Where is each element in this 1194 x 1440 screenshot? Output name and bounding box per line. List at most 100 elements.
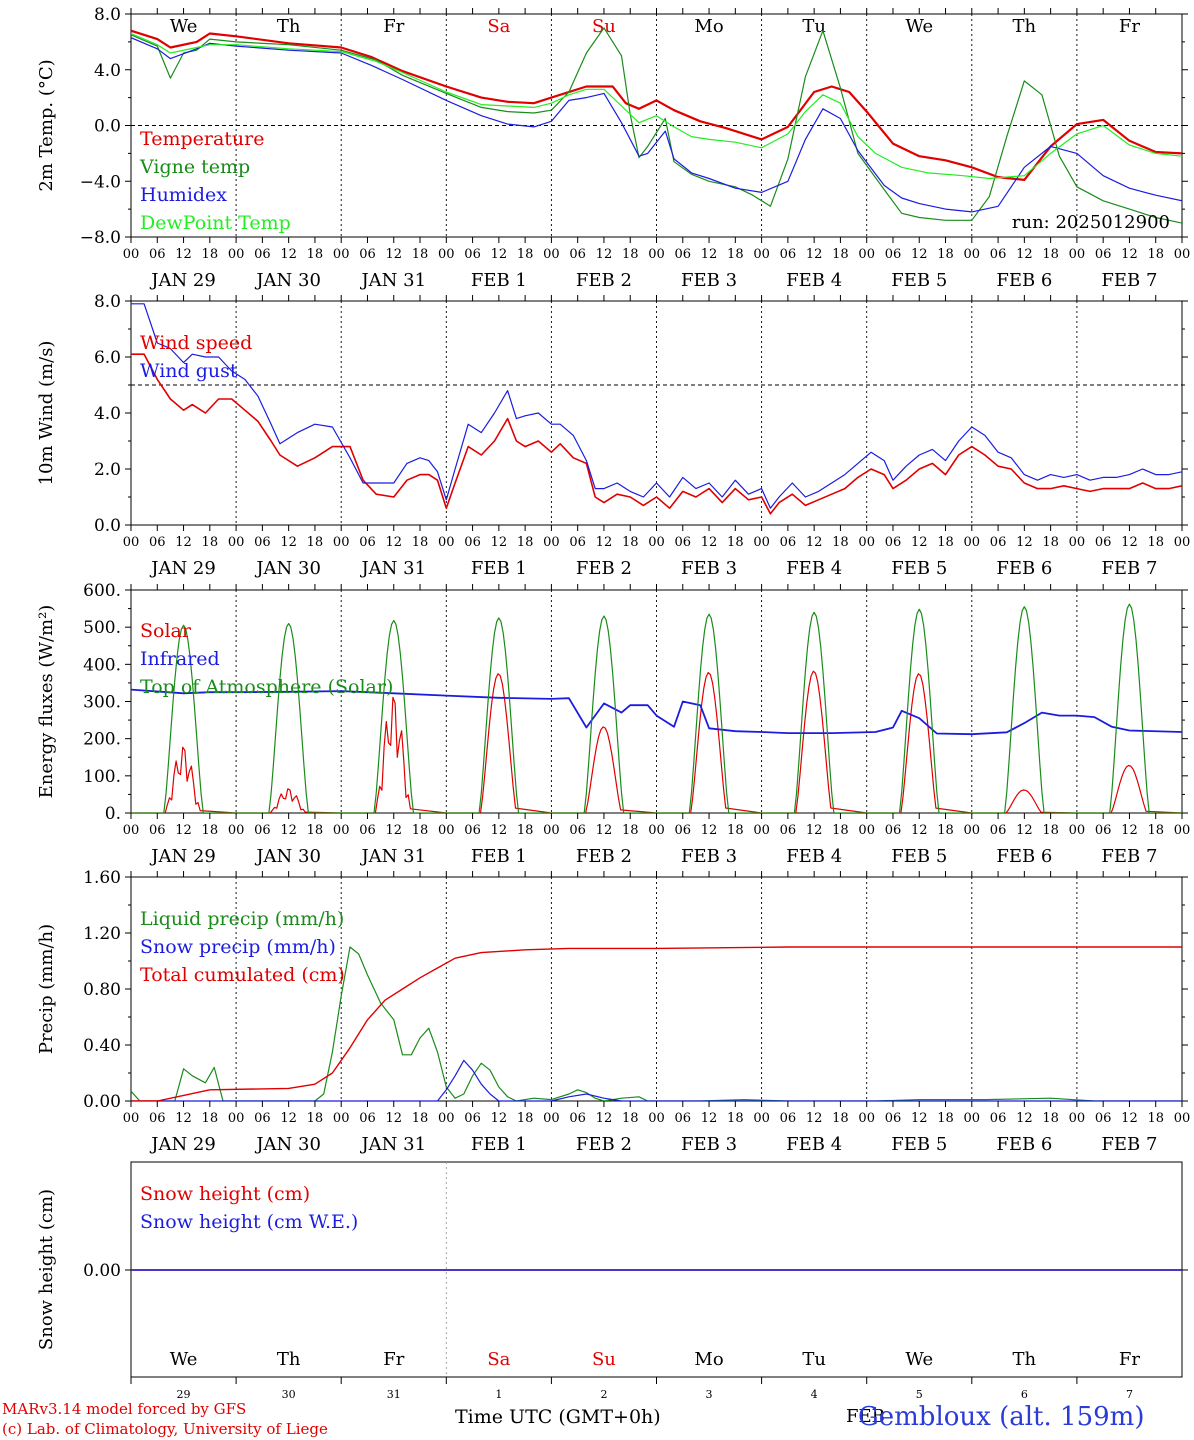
y-axis-label: Precip (mm/h) [36,924,57,1054]
x-hour-label: 00 [123,535,140,550]
y-tick-label: 200. [83,730,121,750]
x-hour-label: 00 [753,535,770,550]
x-date-label: FEB 5 [891,270,947,291]
weekday-label: We [905,16,933,37]
x-date-label: JAN 29 [149,1134,216,1155]
y-axis-label: Energy fluxes (W/m²) [36,605,57,799]
legend-entry: Humidex [140,184,227,206]
day-number-label: 6 [1021,1388,1028,1401]
x-hour-label: 12 [806,535,823,550]
y-tick-label: 0.0 [94,516,121,536]
x-hour-label: 06 [359,823,376,838]
x-hour-label: 12 [491,823,508,838]
x-hour-label: 12 [385,823,402,838]
y-tick-label: 0. [105,804,121,824]
legend-entry: Snow height (cm) [140,1183,310,1205]
x-hour-label: 12 [1016,247,1033,262]
x-hour-label: 06 [675,247,692,262]
day-number-label: 3 [706,1388,713,1401]
series-line [131,1059,1182,1101]
series-line [131,670,1182,813]
x-date-label: FEB 3 [681,558,737,579]
day-number-label: 5 [916,1388,923,1401]
x-hour-label: 18 [1042,535,1059,550]
weekday-label: Mo [694,1349,723,1370]
legend-entry: DewPoint Temp [140,212,291,234]
x-hour-label: 00 [543,535,560,550]
weekday-label: Su [592,16,616,37]
lab-credit: (c) Lab. of Climatology, University of L… [2,1420,328,1438]
weekday-label: Th [277,1349,301,1370]
x-hour-label: 00 [648,535,665,550]
weekday-label: Th [1013,16,1037,37]
x-hour-label: 18 [727,535,744,550]
x-hour-label: 12 [596,535,613,550]
day-number-label: 7 [1126,1388,1133,1401]
x-hour-label: 12 [491,247,508,262]
x-date-label: FEB 2 [576,270,632,291]
x-hour-label: 00 [753,1111,770,1126]
month-label: FEB [846,1406,885,1427]
station-label: Gembloux (alt. 159m) [858,1402,1145,1432]
x-hour-label: 00 [438,247,455,262]
x-hour-label: 18 [412,247,429,262]
x-hour-label: 06 [464,247,481,262]
x-hour-label: 00 [333,247,350,262]
x-hour-label: 18 [1042,823,1059,838]
weekday-label: We [905,1349,933,1370]
series-line [131,946,1182,1101]
series-group [131,27,1182,224]
x-hour-label: 12 [385,535,402,550]
weekday-label: Fr [383,16,404,37]
x-hour-label: 00 [648,823,665,838]
y-axis-label: 2m Temp. (°C) [36,59,57,191]
x-hour-label: 00 [228,823,245,838]
panel-1: −8.0 −4.0 0.0 4.0 8.0 2m Temp. (°C) 00 06 12 18 JA… [36,5,1190,291]
x-hour-label: 12 [175,247,192,262]
x-date-label: FEB 2 [576,558,632,579]
x-date-label: FEB 5 [891,558,947,579]
x-date-label: FEB 1 [471,270,527,291]
x-hour-label: 12 [596,247,613,262]
y-tick-label: 4.0 [94,61,121,81]
x-date-label: FEB 3 [681,1134,737,1155]
x-hour-label: 06 [464,823,481,838]
x-hour-label: 12 [385,247,402,262]
x-date-label: FEB 7 [1101,846,1157,867]
x-hour-label: 00 [753,823,770,838]
x-hour-label: 06 [359,1111,376,1126]
x-hour-label: 18 [832,535,849,550]
x-hour-label: 18 [1147,247,1164,262]
x-hour-label: 18 [1147,535,1164,550]
day-number-label: 29 [177,1388,191,1401]
x-date-label: JAN 29 [149,846,216,867]
x-hour-label: 18 [727,247,744,262]
x-hour-label: 00 [123,247,140,262]
series-line [131,353,1182,515]
x-hour-label: 18 [622,247,639,262]
weekday-label: Th [1013,1349,1037,1370]
x-date-label: JAN 30 [254,270,321,291]
x-hour-label: 00 [1174,535,1191,550]
x-hour-label: 12 [701,535,718,550]
x-date-label: FEB 4 [786,270,842,291]
x-hour-label: 18 [307,247,324,262]
y-axis-label: Snow height (cm) [36,1189,57,1350]
y-tick-label: 500. [83,618,121,638]
x-date-label: FEB 2 [576,1134,632,1155]
x-hour-label: 06 [990,1111,1007,1126]
x-hour-label: 18 [202,823,219,838]
x-hour-label: 00 [1174,1111,1191,1126]
x-date-label: FEB 6 [996,846,1052,867]
x-date-label: FEB 1 [471,1134,527,1155]
x-hour-label: 00 [964,535,981,550]
x-hour-label: 00 [333,823,350,838]
x-hour-label: 00 [1069,823,1086,838]
x-date-label: FEB 1 [471,846,527,867]
series-line [131,37,1182,213]
y-tick-label: 8.0 [94,5,121,25]
x-hour-label: 00 [858,535,875,550]
x-hour-label: 06 [149,535,166,550]
x-date-label: FEB 7 [1101,1134,1157,1155]
